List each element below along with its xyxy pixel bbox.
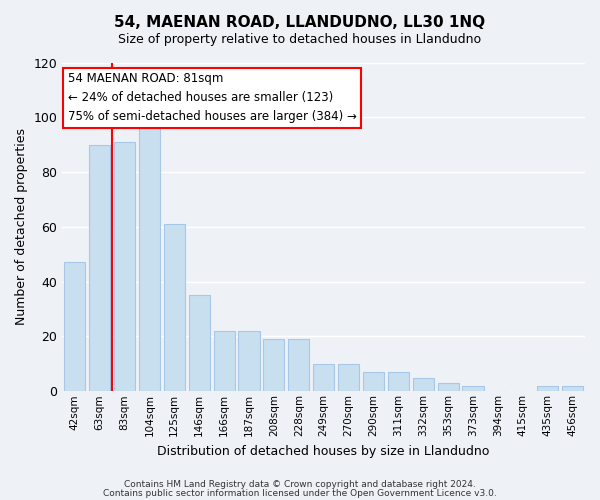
Bar <box>537 386 558 392</box>
Bar <box>363 372 384 392</box>
Bar <box>288 339 310 392</box>
Bar <box>238 331 260 392</box>
Y-axis label: Number of detached properties: Number of detached properties <box>15 128 28 326</box>
Text: 54, MAENAN ROAD, LLANDUDNO, LL30 1NQ: 54, MAENAN ROAD, LLANDUDNO, LL30 1NQ <box>115 15 485 30</box>
Text: 54 MAENAN ROAD: 81sqm
← 24% of detached houses are smaller (123)
75% of semi-det: 54 MAENAN ROAD: 81sqm ← 24% of detached … <box>68 72 356 124</box>
Bar <box>164 224 185 392</box>
Bar <box>388 372 409 392</box>
Bar <box>463 386 484 392</box>
X-axis label: Distribution of detached houses by size in Llandudno: Distribution of detached houses by size … <box>157 444 490 458</box>
Text: Contains public sector information licensed under the Open Government Licence v3: Contains public sector information licen… <box>103 488 497 498</box>
Bar <box>437 383 458 392</box>
Text: Size of property relative to detached houses in Llandudno: Size of property relative to detached ho… <box>118 32 482 46</box>
Bar <box>214 331 235 392</box>
Bar <box>338 364 359 392</box>
Text: Contains HM Land Registry data © Crown copyright and database right 2024.: Contains HM Land Registry data © Crown c… <box>124 480 476 489</box>
Bar <box>562 386 583 392</box>
Bar <box>89 144 110 392</box>
Bar <box>139 128 160 392</box>
Bar <box>413 378 434 392</box>
Bar <box>188 296 210 392</box>
Bar <box>263 339 284 392</box>
Bar <box>313 364 334 392</box>
Bar <box>114 142 135 392</box>
Bar <box>64 262 85 392</box>
